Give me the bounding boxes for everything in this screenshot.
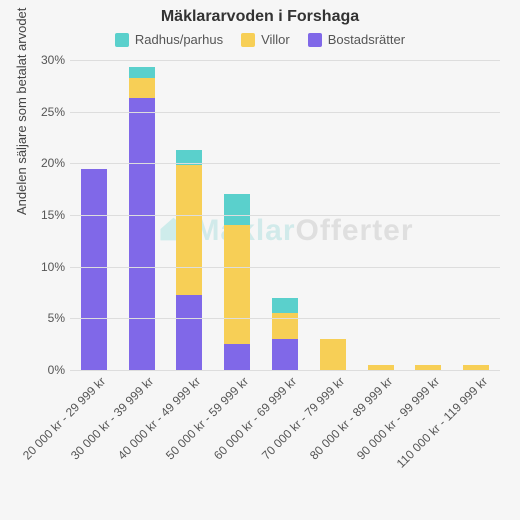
legend-item-bostadsratter: Bostadsrätter (308, 32, 405, 47)
x-tick-label: 110 000 kr - 119 999 kr (394, 374, 490, 470)
bar-segment-bostadsratter (272, 339, 298, 370)
bar-segment-villor (272, 313, 298, 339)
bar-segment-radhus (224, 194, 250, 225)
grid-line (70, 318, 500, 319)
legend-label-villor: Villor (261, 32, 290, 47)
bar-segment-bostadsratter (81, 169, 107, 371)
legend-item-radhus: Radhus/parhus (115, 32, 223, 47)
bar-segment-bostadsratter (176, 295, 202, 370)
x-tick-label: 20 000 kr - 29 999 kr (20, 374, 108, 462)
grid-line (70, 112, 500, 113)
bar-segment-villor (129, 78, 155, 99)
grid-line (70, 60, 500, 61)
y-tick-label: 30% (30, 53, 65, 67)
chart-title: Mäklararvoden i Forshaga (0, 8, 520, 26)
legend: Radhus/parhus Villor Bostadsrätter (0, 32, 520, 47)
legend-swatch-villor (241, 33, 255, 47)
x-tick-label: 60 000 kr - 69 999 kr (211, 374, 299, 462)
bar-segment-villor (320, 339, 346, 370)
x-tick-label: 50 000 kr - 59 999 kr (163, 374, 251, 462)
x-tick-label: 40 000 kr - 49 999 kr (115, 374, 203, 462)
x-tick-label: 90 000 kr - 99 999 kr (354, 374, 442, 462)
y-axis-title: Andelen säljare som betalat arvodet (14, 8, 29, 215)
grid-line (70, 163, 500, 164)
chart-container: Mäklararvoden i Forshaga Radhus/parhus V… (0, 0, 520, 520)
grid-line (70, 370, 500, 371)
x-tick-label: 70 000 kr - 79 999 kr (259, 374, 347, 462)
legend-swatch-bostadsratter (308, 33, 322, 47)
bar-segment-villor (224, 225, 250, 344)
legend-label-bostadsratter: Bostadsrätter (328, 32, 405, 47)
grid-line (70, 215, 500, 216)
grid-line (70, 267, 500, 268)
legend-swatch-radhus (115, 33, 129, 47)
y-tick-label: 25% (30, 105, 65, 119)
y-tick-label: 20% (30, 156, 65, 170)
bar-segment-bostadsratter (129, 98, 155, 370)
x-tick-label: 80 000 kr - 89 999 kr (306, 374, 394, 462)
bar-segment-radhus (272, 298, 298, 314)
legend-item-villor: Villor (241, 32, 290, 47)
bar-segment-bostadsratter (224, 344, 250, 370)
y-tick-label: 15% (30, 208, 65, 222)
legend-label-radhus: Radhus/parhus (135, 32, 223, 47)
x-tick-label: 30 000 kr - 39 999 kr (68, 374, 156, 462)
bar-segment-radhus (129, 67, 155, 77)
y-tick-label: 5% (30, 311, 65, 325)
y-tick-label: 0% (30, 363, 65, 377)
plot-area: MäklarOfferter 20 000 kr - 29 999 kr30 0… (70, 60, 500, 370)
bar-segment-villor (176, 165, 202, 294)
y-tick-label: 10% (30, 260, 65, 274)
